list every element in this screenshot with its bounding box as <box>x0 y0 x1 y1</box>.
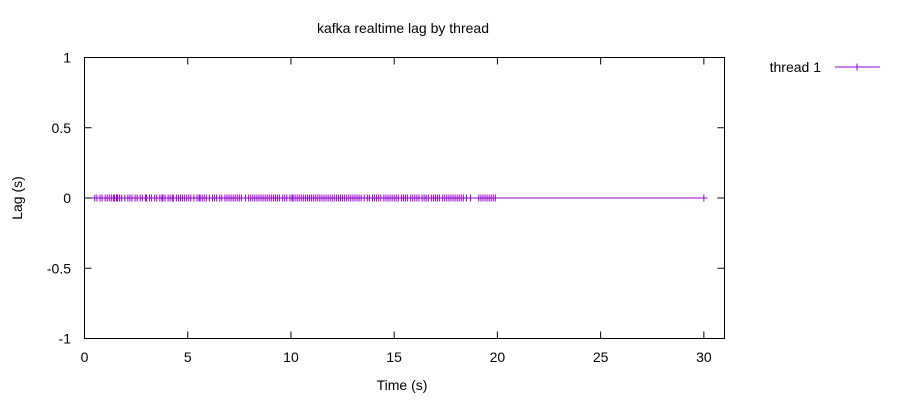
y-tick-label: -0.5 <box>47 260 71 276</box>
y-tick-label: 0 <box>63 190 71 206</box>
legend: thread 1 <box>770 59 880 75</box>
y-axis-label: Lag (s) <box>9 176 25 220</box>
y-tick-label: -1 <box>59 331 72 347</box>
y-tick-label: 0.5 <box>52 120 72 136</box>
x-axis-label: Time (s) <box>377 377 428 393</box>
x-tick-label: 30 <box>696 349 712 365</box>
y-axis: -1 -0.5 0 0.5 1 <box>47 50 725 347</box>
chart-title: kafka realtime lag by thread <box>317 20 489 36</box>
series-layer <box>91 194 708 202</box>
x-tick-label: 0 <box>81 349 89 365</box>
y-tick-label: 1 <box>63 50 71 66</box>
x-tick-label: 10 <box>283 349 299 365</box>
x-tick-label: 15 <box>386 349 402 365</box>
x-tick-label: 5 <box>184 349 192 365</box>
data-point <box>467 194 475 202</box>
legend-label-thread-1: thread 1 <box>770 59 822 75</box>
data-point <box>491 194 499 202</box>
x-axis: 0 5 10 15 20 25 30 <box>81 57 712 365</box>
data-point <box>700 194 708 202</box>
x-tick-label: 25 <box>593 349 609 365</box>
x-tick-label: 20 <box>490 349 506 365</box>
